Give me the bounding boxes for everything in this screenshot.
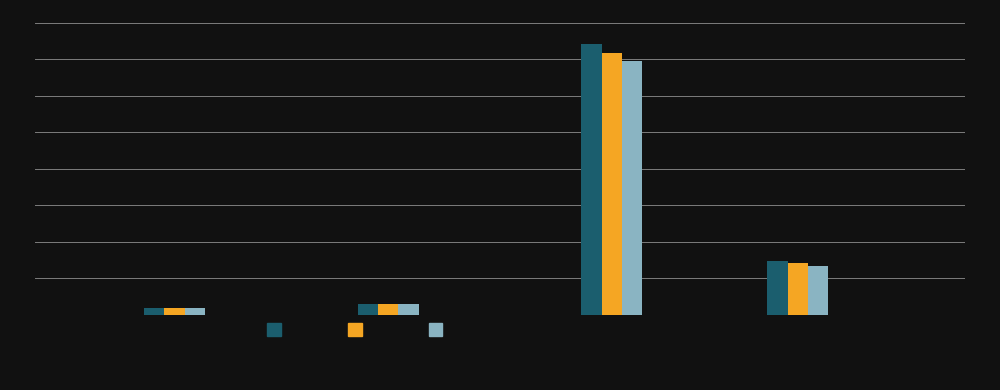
Bar — [378, 304, 398, 315]
Bar — [788, 263, 808, 315]
Bar — [808, 266, 828, 315]
Bar — [622, 60, 642, 315]
Bar — [398, 304, 419, 315]
Bar — [581, 44, 602, 315]
Bar — [767, 261, 788, 315]
Bar — [602, 53, 622, 315]
Bar — [358, 304, 378, 315]
Legend: , , : , , — [262, 318, 459, 343]
Bar — [144, 308, 164, 315]
Bar — [164, 308, 185, 315]
Bar — [185, 308, 205, 315]
